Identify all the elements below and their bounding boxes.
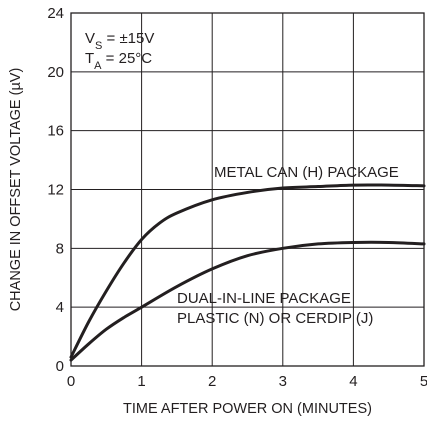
condition-vs-symbol: V xyxy=(85,30,95,47)
x-tick-label-1: 1 xyxy=(137,373,145,390)
series-line-1 xyxy=(69,240,426,362)
plot-frame xyxy=(70,12,425,367)
y-tick-label-4: 16 xyxy=(47,123,64,140)
y-tick-label-3: 12 xyxy=(47,182,64,199)
condition-ta-subscript: A xyxy=(94,60,102,72)
condition-supply-voltage: VS = ±15V xyxy=(85,30,154,52)
dip-label-line2: PLASTIC (N) OR CERDIP (J) xyxy=(177,310,373,327)
y-tick-label-1: 4 xyxy=(56,299,64,316)
y-tick-label-0: 0 xyxy=(56,358,64,375)
condition-vs-value: = ±15V xyxy=(102,30,154,47)
condition-ta-symbol: T xyxy=(85,50,94,67)
condition-ta-value: = 25°C xyxy=(102,50,153,67)
dip-label-line1: DUAL-IN-LINE PACKAGE xyxy=(177,290,351,307)
x-tick-label-0: 0 xyxy=(67,373,75,390)
y-axis-title: CHANGE IN OFFSET VOLTAGE (µV) xyxy=(8,68,24,312)
x-tick-label-5: 5 xyxy=(420,373,427,390)
x-tick-label-4: 4 xyxy=(349,373,357,390)
x-tick-label-2: 2 xyxy=(208,373,216,390)
condition-vs-subscript: S xyxy=(95,40,102,52)
y-tick-label-2: 8 xyxy=(56,240,64,257)
metal-can-label: METAL CAN (H) PACKAGE xyxy=(214,164,399,181)
condition-ambient-temp: TA = 25°C xyxy=(85,50,152,72)
x-axis-title: TIME AFTER POWER ON (MINUTES) xyxy=(123,401,372,417)
y-tick-label-6: 24 xyxy=(47,5,64,22)
x-tick-label-3: 3 xyxy=(279,373,287,390)
series-lines xyxy=(69,183,426,362)
y-tick-label-5: 20 xyxy=(47,64,64,81)
series-line-0 xyxy=(69,183,426,359)
